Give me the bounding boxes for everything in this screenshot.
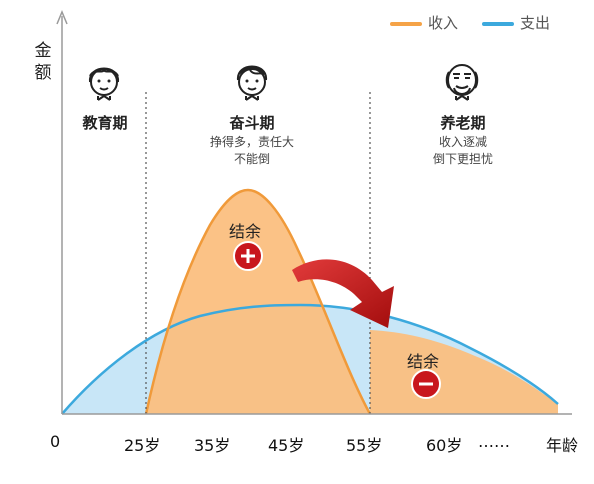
legend-expense-label: 支出 xyxy=(520,14,551,32)
stage-desc-retirement: 收入逐减 倒下更担忧 xyxy=(420,134,506,168)
transfer-arrow-icon xyxy=(292,259,394,328)
y-axis-arrow-icon xyxy=(56,10,68,25)
legend-income-label: 收入 xyxy=(428,14,459,32)
surplus-badge-icon xyxy=(233,241,263,271)
elder-face-icon xyxy=(445,64,479,101)
x-tick: …… xyxy=(478,432,510,451)
surplus-label: 结余 xyxy=(229,222,262,241)
stage-title-retirement: 养老期 xyxy=(440,114,486,132)
deficit-area xyxy=(370,330,558,414)
y-axis-label: 金额 xyxy=(34,41,52,83)
deficit-label: 结余 xyxy=(407,352,440,371)
x-tick: 35岁 xyxy=(194,436,231,455)
legend-income-swatch-icon xyxy=(390,21,422,26)
x-tick: 60岁 xyxy=(426,436,463,455)
child-face-icon xyxy=(88,67,120,101)
income-area xyxy=(146,190,370,414)
deficit-badge-icon xyxy=(411,369,441,399)
stage-desc-line: 挣得多，责任大 xyxy=(209,135,294,149)
stage-desc-line: 倒下更担忧 xyxy=(432,152,493,166)
x-tick: 45岁 xyxy=(268,436,305,455)
legend-expense-swatch-icon xyxy=(482,21,514,26)
x-tick: 0 xyxy=(50,432,61,451)
expense-line xyxy=(61,303,559,415)
x-tick: 年龄 xyxy=(546,436,579,455)
stage-title-education: 教育期 xyxy=(82,114,128,132)
legend-income: 收入 xyxy=(390,12,458,33)
income-line xyxy=(144,188,372,415)
stage-desc-struggle: 挣得多，责任大 不能倒 xyxy=(200,134,304,168)
legend-expense: 支出 xyxy=(482,12,550,33)
stage-desc-line: 不能倒 xyxy=(233,152,270,166)
stage-title-struggle: 奋斗期 xyxy=(229,114,275,132)
adult-face-icon xyxy=(236,65,268,101)
x-tick: 25岁 xyxy=(124,436,161,455)
stage-desc-line: 收入逐减 xyxy=(438,135,487,149)
x-tick: 55岁 xyxy=(346,436,383,455)
